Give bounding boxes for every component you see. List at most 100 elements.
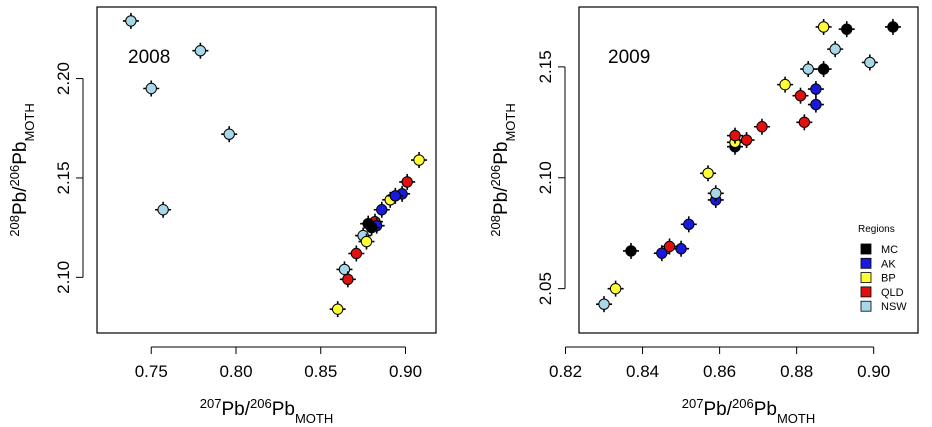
legend-label-qld: QLD (881, 287, 904, 299)
data-point-nsw (800, 61, 817, 78)
x-tick-label: 0.82 (549, 362, 582, 381)
data-point-nsw (122, 12, 139, 29)
legend-label-mc: MC (881, 244, 898, 256)
marker-qld (350, 247, 363, 260)
marker-nsw (157, 204, 169, 216)
label-subscript: MOTH (777, 411, 815, 426)
label-text: Pb (491, 142, 512, 165)
marker-ak (810, 98, 822, 111)
label-text: Pb (10, 142, 31, 165)
legend-label-ak: AK (881, 258, 896, 270)
y-axis: 2.05 2.10 2.15 (536, 50, 566, 305)
data-point-bp (815, 18, 832, 35)
label-superscript: 208 (7, 215, 22, 237)
marker-nsw (829, 43, 841, 55)
data-point-qld (738, 132, 755, 149)
data-point-qld (661, 238, 678, 255)
data-point-nsw (596, 296, 613, 313)
label-superscript: 206 (250, 396, 272, 411)
data-points (122, 12, 428, 318)
label-subscript: MOTH (295, 411, 333, 426)
label-superscript: 208 (488, 215, 503, 237)
y-tick-label: 2.10 (54, 261, 73, 294)
marker-nsw (125, 15, 137, 27)
data-point-bp (777, 76, 794, 93)
data-point-mc (360, 215, 377, 232)
data-point-bp (329, 301, 346, 318)
label-superscript: 206 (7, 165, 22, 187)
data-points (596, 18, 901, 313)
marker-ak (683, 218, 695, 231)
plot-frame (96, 6, 437, 334)
marker-bp (817, 21, 830, 33)
marker-bp (702, 167, 714, 180)
x-tick-label: 0.90 (857, 362, 890, 381)
y-tick-label: 2.10 (536, 161, 555, 194)
marker-qld (401, 176, 413, 188)
label-superscript: 206 (732, 396, 754, 411)
marker-ak (376, 204, 388, 216)
marker-nsw (194, 45, 207, 57)
data-point-mc (623, 242, 640, 259)
x-tick-label: 0.88 (780, 362, 813, 381)
marker-ak (675, 243, 687, 255)
marker-ak (656, 247, 668, 259)
data-point-qld (727, 127, 744, 144)
label-text: Pb/ (491, 186, 512, 215)
marker-qld (794, 90, 807, 102)
panel-2009: 0.82 0.84 0.86 0.88 0.902.052.102.15207Pb/20… (488, 6, 919, 426)
label-subscript: MOTH (22, 103, 37, 141)
x-tick-label: 0.86 (703, 362, 736, 381)
panel-year-label: 2008 (128, 47, 170, 68)
y-axis-title: 208Pb/206PbMOTH (7, 103, 37, 236)
marker-nsw (598, 298, 610, 310)
data-point-nsw (827, 41, 844, 58)
data-point-nsw (221, 126, 238, 143)
data-point-qld (796, 114, 813, 131)
marker-qld (756, 121, 768, 133)
data-point-ak (653, 245, 670, 262)
y-axis: 2.10 2.15 2.20 (54, 62, 84, 294)
data-point-qld (792, 87, 809, 104)
x-tick-label: 0.90 (389, 362, 422, 381)
x-tick-label: 0.75 (135, 362, 168, 381)
panel-2008: 0.75 0.80 0.85 0.902.102.152.20207Pb/206PbM… (7, 6, 437, 426)
data-point-ak (373, 201, 390, 218)
marker-mc (887, 21, 899, 33)
marker-bp (331, 303, 344, 315)
marker-mc (841, 23, 853, 35)
data-point-ak (807, 81, 824, 98)
data-point-mc (838, 21, 855, 38)
marker-bp (609, 282, 622, 295)
legend-label-bp: BP (881, 273, 896, 285)
plot-frame (578, 6, 919, 334)
x-tick-label: 0.80 (219, 362, 252, 381)
data-point-bp (700, 165, 717, 182)
y-tick-label: 2.20 (54, 62, 73, 95)
legend-swatch-qld (860, 286, 872, 298)
label-superscript: 206 (488, 165, 503, 187)
data-point-bp (607, 280, 624, 297)
data-point-bp (358, 233, 375, 250)
x-tick-label: 0.85 (304, 362, 337, 381)
legend: Regions MC AK BP QLD NSW (858, 224, 907, 313)
data-point-qld (399, 173, 416, 190)
marker-qld (729, 129, 741, 142)
marker-mc (817, 63, 830, 75)
legend-swatch-mc (860, 243, 872, 255)
marker-bp (779, 78, 791, 91)
data-point-nsw (192, 42, 209, 59)
marker-nsw (145, 82, 157, 95)
data-point-nsw (155, 201, 172, 218)
marker-nsw (864, 56, 876, 69)
marker-mc (362, 217, 374, 230)
marker-bp (360, 235, 373, 248)
marker-nsw (710, 187, 722, 199)
marker-mc (625, 245, 637, 257)
data-point-nsw (707, 185, 724, 202)
legend-swatch-nsw (860, 300, 872, 312)
data-point-ak (673, 240, 690, 257)
label-superscript: 207 (200, 396, 222, 411)
label-subscript: MOTH (503, 103, 518, 141)
